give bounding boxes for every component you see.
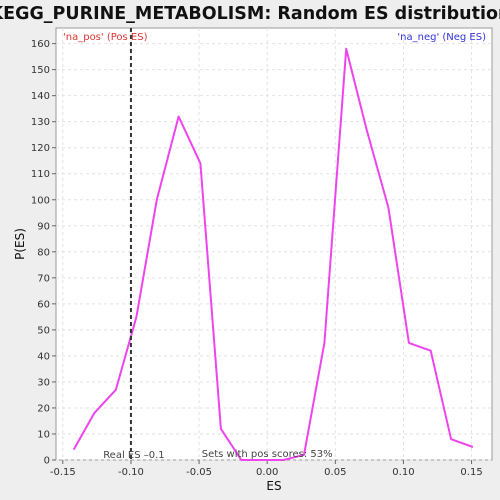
x-tick-label: 0.00 xyxy=(256,467,278,478)
x-axis-label: ES xyxy=(266,479,281,493)
y-tick-label: 50 xyxy=(37,325,50,336)
x-tick-label: -0.15 xyxy=(50,467,76,478)
x-tick-label: 0.10 xyxy=(392,467,414,478)
y-tick-label: 100 xyxy=(31,195,50,206)
chart-title: KEGG_PURINE_METABOLISM: Random ES distri… xyxy=(0,4,500,24)
sets-with-pos-scores-label: Sets with pos scores: 53% xyxy=(202,449,333,460)
neg-es-label: 'na_neg' (Neg ES) xyxy=(397,32,486,43)
y-tick-label: 130 xyxy=(31,117,50,128)
grid xyxy=(56,28,492,461)
y-tick-label: 150 xyxy=(31,65,50,76)
series-group xyxy=(72,47,474,461)
y-tick-label: 90 xyxy=(37,221,50,232)
y-tick-label: 60 xyxy=(37,299,50,310)
pos-es-label: 'na_pos' (Pos ES) xyxy=(63,32,148,43)
real-es-label: Real ES –0.1 xyxy=(103,450,164,461)
y-axis-ticks: 0 10 20 30 40 50 60 70 80 90 100 110 120 130 140 150 160 xyxy=(31,39,56,467)
x-tick-label: 0.15 xyxy=(460,467,482,478)
y-tick-label: 110 xyxy=(31,169,50,180)
y-tick-label: 140 xyxy=(31,91,50,102)
x-tick-label: 0.05 xyxy=(324,467,346,478)
y-tick-label: 0 xyxy=(44,456,50,467)
y-tick-label: 20 xyxy=(37,403,50,414)
x-tick-label: -0.05 xyxy=(186,467,212,478)
x-axis-ticks: -0.15 -0.10 -0.05 0.00 0.05 0.10 0.15 xyxy=(50,460,483,478)
y-tick-label: 10 xyxy=(37,429,50,440)
y-tick-label: 40 xyxy=(37,351,50,362)
series-line xyxy=(72,47,474,461)
y-tick-label: 70 xyxy=(37,273,50,284)
y-tick-label: 30 xyxy=(37,377,50,388)
y-tick-label: 120 xyxy=(31,143,50,154)
plot-area xyxy=(55,27,493,461)
y-axis-label: P(ES) xyxy=(13,228,27,260)
y-tick-label: 80 xyxy=(37,247,50,258)
x-tick-label: -0.10 xyxy=(118,467,144,478)
y-tick-label: 160 xyxy=(31,39,50,50)
